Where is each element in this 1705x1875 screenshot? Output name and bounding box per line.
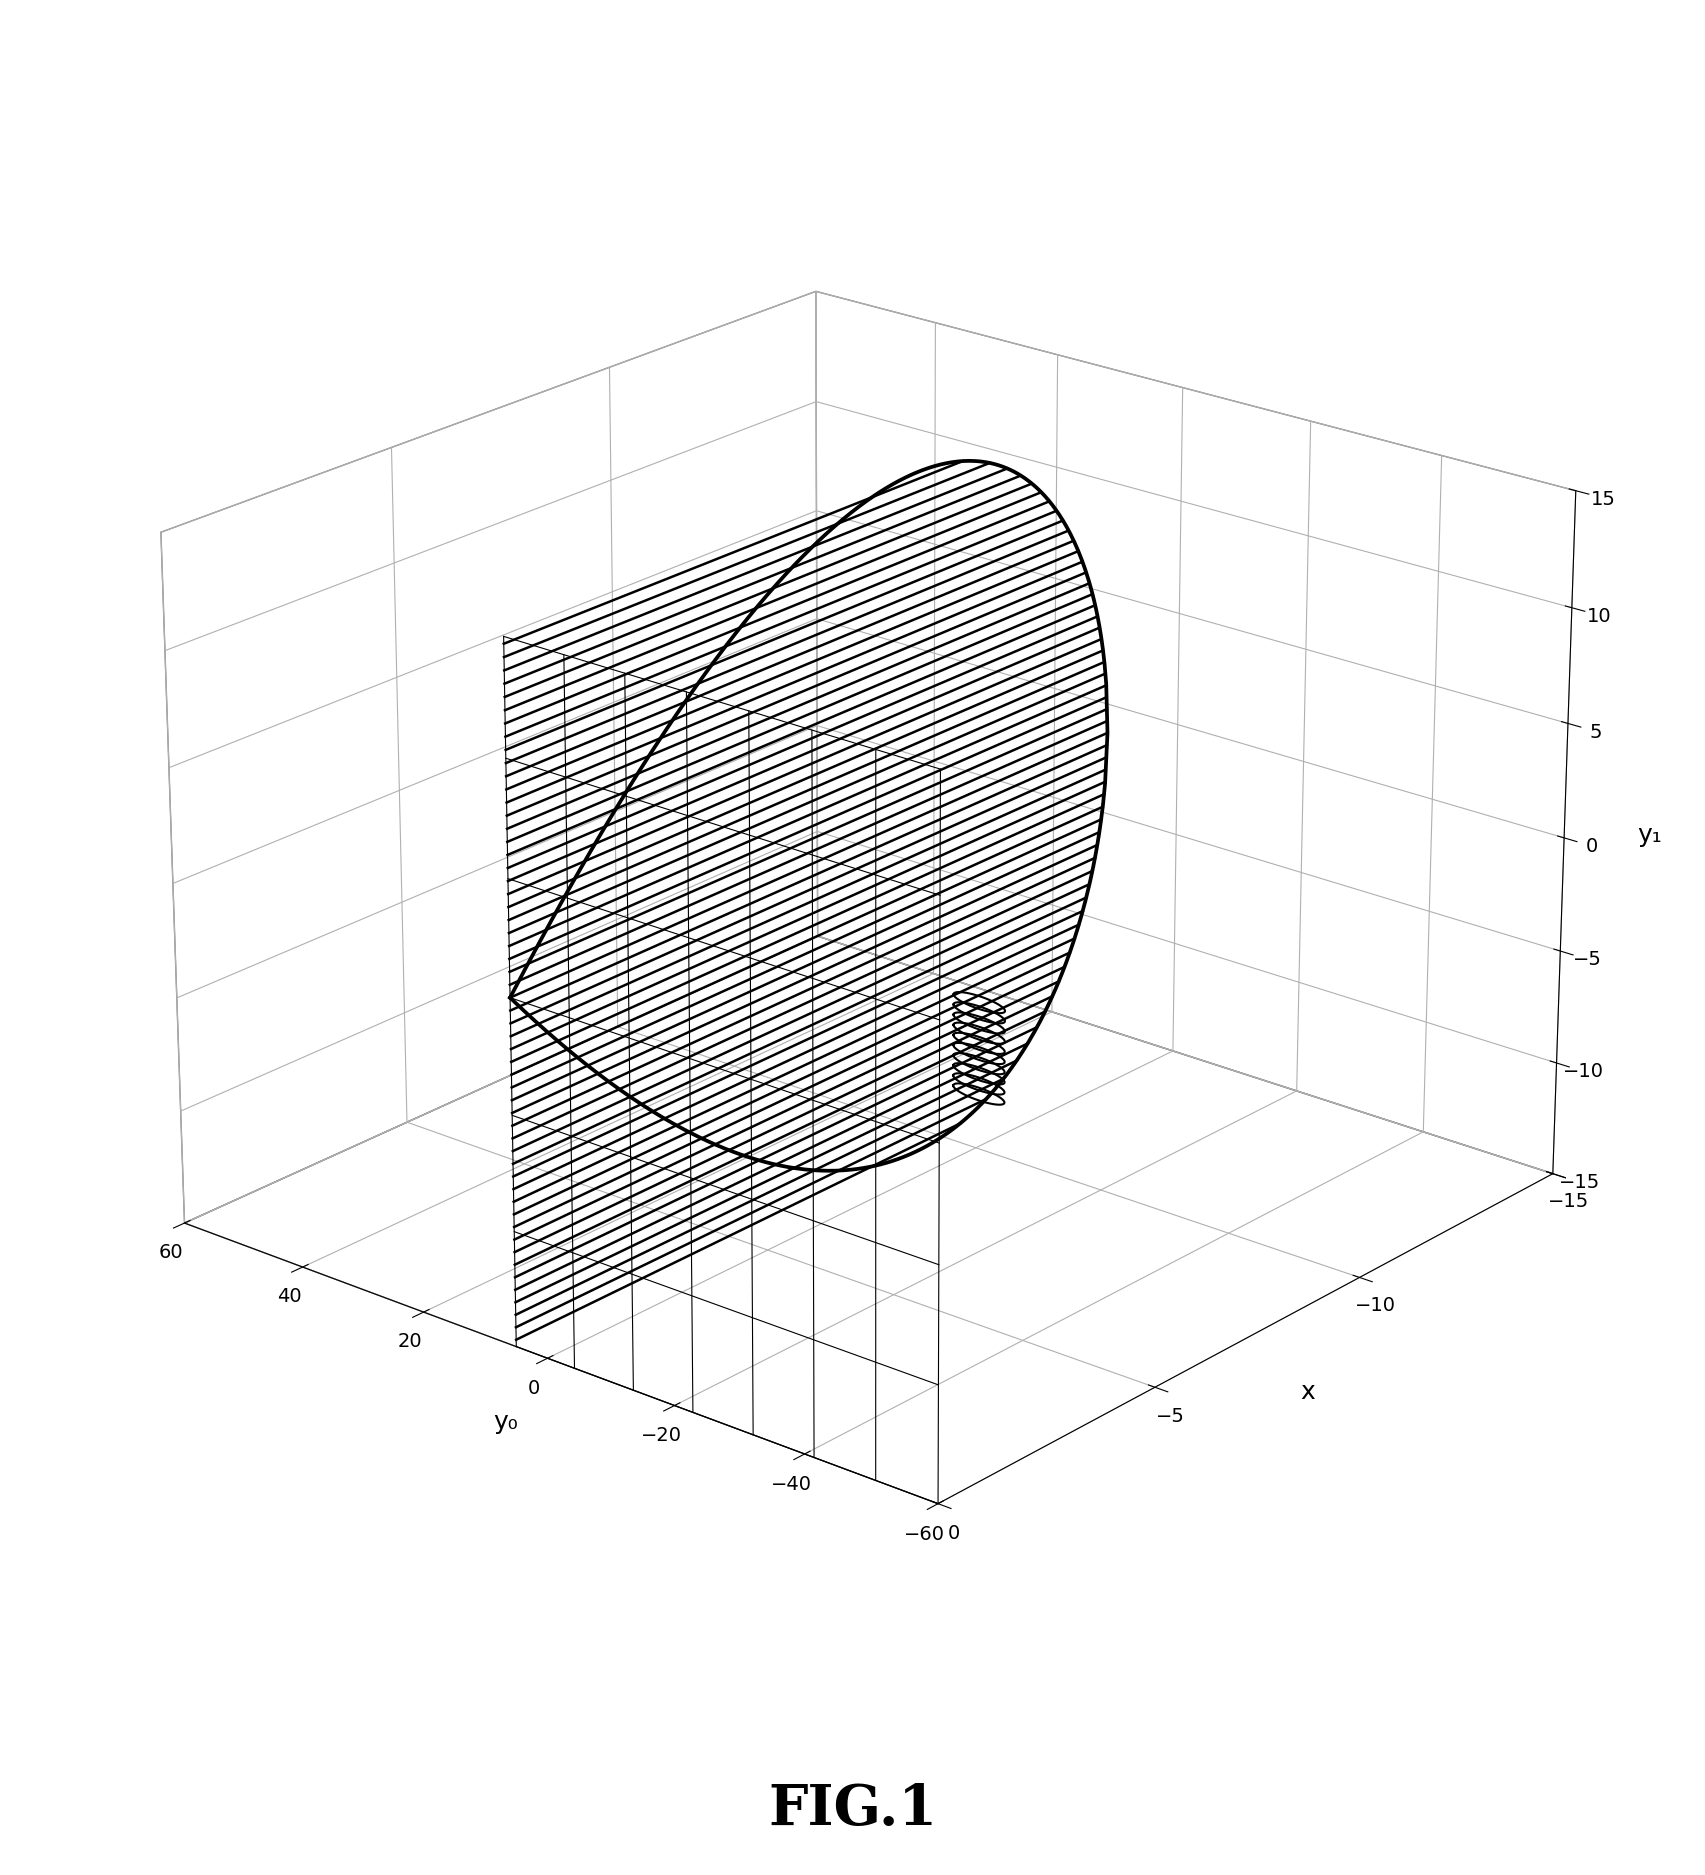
X-axis label: y₀: y₀ — [493, 1410, 518, 1434]
Text: FIG.1: FIG.1 — [767, 1783, 938, 1838]
Y-axis label: x: x — [1301, 1380, 1315, 1404]
